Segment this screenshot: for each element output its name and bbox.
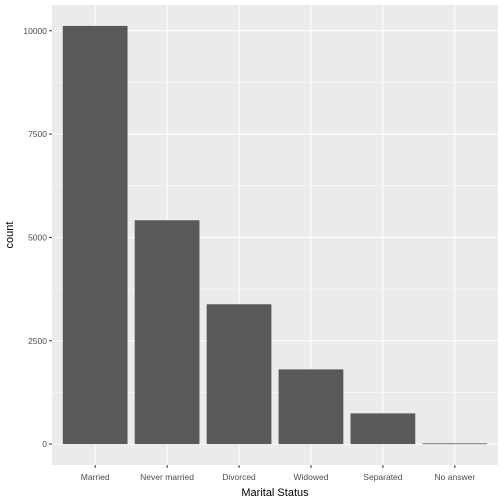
y-tick-label: 0 xyxy=(42,439,47,449)
bar xyxy=(278,369,344,445)
bars xyxy=(62,25,488,445)
y-axis-ticks: 0 2500 5000 7500 10000 xyxy=(23,26,52,449)
y-tick-label: 5000 xyxy=(28,232,47,242)
bar xyxy=(62,25,128,445)
x-tick-label: Widowed xyxy=(293,472,328,482)
x-tick-label: Separated xyxy=(363,472,402,482)
bar xyxy=(422,443,488,445)
x-tick-label: Never married xyxy=(140,472,194,482)
y-tick-label: 7500 xyxy=(28,129,47,139)
x-axis-title: Marital Status xyxy=(241,487,309,499)
x-tick-label: Divorced xyxy=(222,472,256,482)
x-tick-label: No answer xyxy=(435,472,476,482)
y-tick-label: 10000 xyxy=(23,26,47,36)
bar xyxy=(350,413,416,445)
x-axis-ticks: Married Never married Divorced Widowed Separ… xyxy=(81,465,476,482)
bar xyxy=(134,220,200,445)
bar xyxy=(206,304,272,445)
y-axis-title: count xyxy=(4,222,16,249)
y-tick-label: 2500 xyxy=(28,336,47,346)
x-tick-label: Married xyxy=(81,472,110,482)
